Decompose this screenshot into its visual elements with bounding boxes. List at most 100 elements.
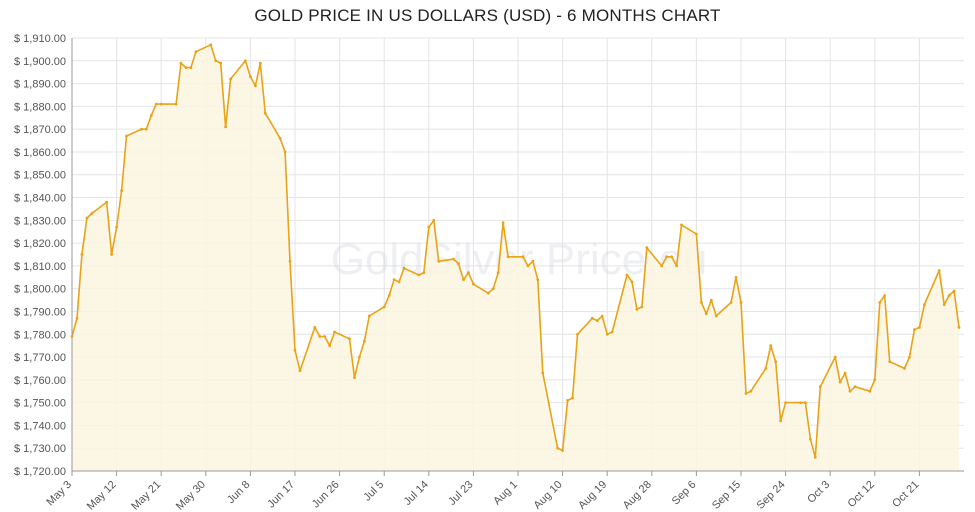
x-tick-label: Aug 10: [532, 479, 565, 512]
y-tick-label: $ 1,810.00: [14, 261, 66, 273]
data-point: [873, 378, 877, 382]
y-tick-label: $ 1,800.00: [14, 284, 66, 296]
data-point: [734, 275, 738, 279]
y-tick-label: $ 1,730.00: [14, 443, 66, 455]
data-point: [804, 401, 807, 404]
data-point: [600, 314, 604, 318]
data-point: [843, 371, 847, 375]
data-point: [392, 278, 396, 281]
y-axis-ticks: $ 1,720.00 $ 1,730.00 $ 1,740.00 $ 1,750.00…: [14, 33, 66, 478]
data-point: [769, 344, 773, 348]
data-point: [913, 328, 916, 332]
x-tick-label: Aug 19: [576, 479, 609, 512]
data-point: [367, 314, 371, 318]
data-point: [818, 385, 822, 389]
price-area: [72, 44, 960, 472]
x-tick-label: Aug 1: [491, 479, 520, 508]
data-point: [918, 326, 921, 329]
data-point: [154, 102, 158, 106]
data-point: [526, 264, 530, 268]
data-point: [462, 278, 465, 281]
y-tick-label: $ 1,820.00: [14, 238, 66, 250]
data-point: [333, 330, 336, 334]
y-tick-label: $ 1,870.00: [14, 124, 66, 136]
data-point: [665, 255, 669, 259]
data-point: [363, 339, 366, 343]
data-point: [427, 225, 431, 229]
data-point: [258, 61, 262, 65]
data-point: [744, 392, 748, 395]
data-point: [590, 316, 594, 320]
data-point: [417, 273, 421, 277]
data-point: [947, 294, 951, 297]
data-point: [799, 401, 802, 404]
data-point: [764, 367, 768, 370]
data-point: [348, 337, 351, 341]
y-tick-label: $ 1,760.00: [14, 375, 66, 387]
data-point: [501, 221, 505, 225]
y-tick-label: $ 1,840.00: [14, 193, 66, 205]
data-point: [437, 259, 441, 263]
data-point: [868, 389, 872, 393]
x-tick-label: Oct 21: [890, 479, 921, 510]
y-tick-label: $ 1,890.00: [14, 79, 66, 91]
x-tick-label: Oct 3: [805, 479, 832, 506]
data-point: [660, 264, 664, 268]
data-point: [224, 125, 228, 129]
data-point: [254, 84, 257, 88]
data-point: [680, 223, 683, 227]
data-point: [219, 61, 223, 65]
data-point: [159, 102, 163, 106]
data-point: [784, 401, 787, 404]
x-tick-label: May 12: [85, 479, 119, 512]
data-point: [942, 303, 946, 306]
data-point: [194, 50, 198, 54]
data-point: [402, 266, 406, 270]
data-point: [695, 232, 698, 236]
data-point: [605, 332, 609, 336]
data-point: [358, 355, 361, 359]
data-point: [90, 212, 94, 215]
data-point: [833, 355, 837, 359]
data-point: [353, 376, 356, 379]
y-tick-label: $ 1,720.00: [14, 466, 66, 478]
data-point: [903, 367, 906, 370]
data-point: [491, 287, 495, 291]
data-point: [249, 75, 252, 79]
data-point: [263, 111, 267, 115]
x-tick-label: Sep 15: [710, 479, 743, 512]
data-point: [472, 282, 475, 286]
x-tick-label: Jul 5: [361, 479, 386, 504]
data-point: [714, 314, 718, 318]
data-point: [179, 61, 183, 65]
y-tick-label: $ 1,900.00: [14, 56, 66, 68]
data-point: [382, 305, 386, 309]
x-tick-label: Jul 14: [402, 479, 431, 508]
data-point: [323, 335, 327, 338]
data-point: [125, 134, 128, 138]
data-point: [952, 289, 956, 293]
data-point: [610, 330, 614, 334]
data-point: [739, 301, 743, 304]
data-point: [278, 136, 282, 140]
area-layer: [71, 44, 960, 472]
x-tick-label: Jun 17: [265, 479, 297, 511]
chart-title: GOLD PRICE IN US DOLLARS (USD) - 6 MONTH…: [254, 6, 721, 25]
data-point: [328, 344, 332, 348]
data-point: [645, 246, 649, 250]
data-point: [566, 399, 569, 402]
data-point: [105, 200, 109, 204]
data-point: [640, 305, 644, 309]
data-point: [214, 59, 218, 63]
data-point: [729, 301, 733, 304]
data-point: [576, 332, 579, 336]
data-point: [189, 66, 193, 69]
y-tick-label: $ 1,850.00: [14, 170, 66, 182]
data-point: [670, 255, 673, 259]
data-point: [209, 43, 213, 47]
data-point: [888, 360, 892, 363]
data-point: [313, 326, 317, 329]
data-point: [496, 271, 500, 275]
x-tick-label: Jun 8: [225, 479, 253, 507]
